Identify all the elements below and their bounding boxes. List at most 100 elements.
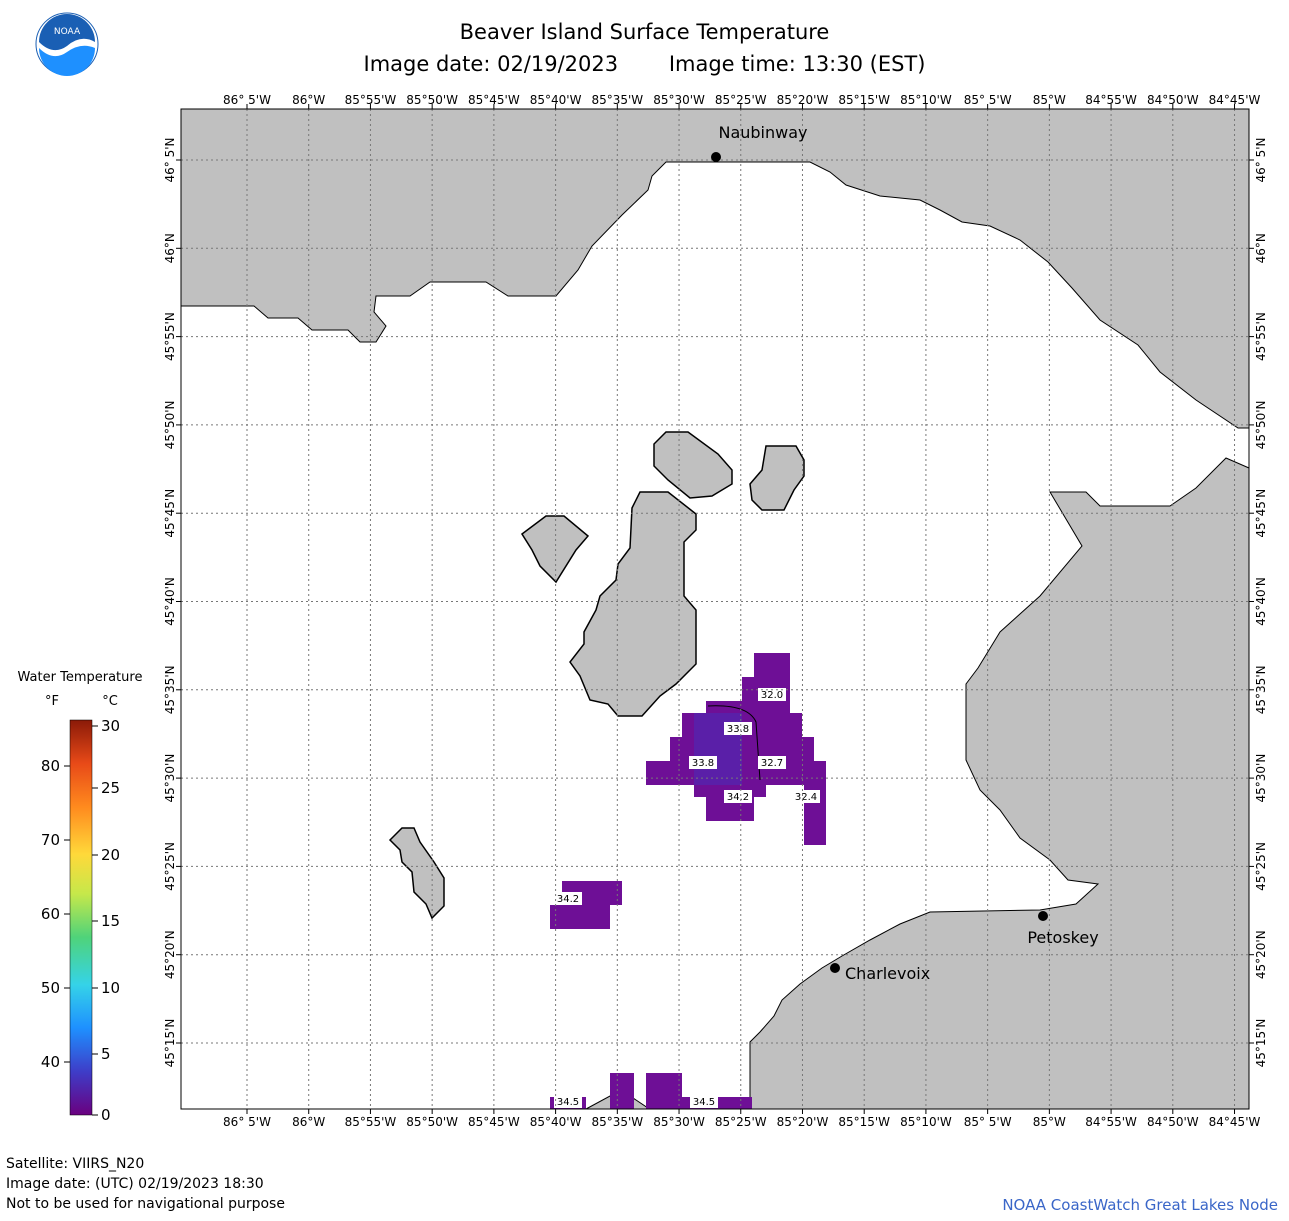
disclaimer: Not to be used for navigational purpose (6, 1196, 285, 1212)
lon-tick-label: 84°55'W (1085, 93, 1137, 107)
hog-island (749, 445, 805, 511)
lon-tick-label: 85°W (1033, 93, 1066, 107)
svg-text:32.4: 32.4 (795, 792, 817, 803)
legend-f-tick: 40 (41, 1053, 60, 1071)
places: Naubinway Charlevoix Petoskey (711, 123, 1099, 983)
svg-text:33.8: 33.8 (692, 758, 714, 769)
lat-tick-label: 45°35'N (163, 665, 177, 714)
temp-labels: 32.0 33.8 33.8 32.7 34.2 32.4 34.2 34.5 … (554, 688, 820, 1108)
lon-tick-label: 86° 5'W (223, 93, 271, 107)
lon-tick-label: 85°20'W (777, 1115, 829, 1129)
lat-tick-label: 45°55'N (1254, 312, 1268, 361)
lon-tick-label: 85°55'W (345, 93, 397, 107)
lon-tick-label: 85°10'W (900, 93, 952, 107)
lon-tick-label: 85°W (1033, 1115, 1066, 1129)
beaver-island (569, 491, 697, 717)
lon-tick-label: 85°55'W (345, 1115, 397, 1129)
lon-tick-label: 86°W (292, 1115, 325, 1129)
svg-text:Naubinway: Naubinway (718, 123, 807, 142)
lat-tick-label: 45°30'N (1254, 754, 1268, 803)
lon-tick-label: 85°50'W (406, 1115, 458, 1129)
map-title: Beaver Island Surface Temperature (459, 20, 830, 44)
lon-tick-label: 85°45'W (468, 1115, 520, 1129)
utc-date: Image date: (UTC) 02/19/2023 18:30 (6, 1176, 264, 1192)
temp-label: 32.4 (792, 790, 820, 803)
svg-text:Petoskey: Petoskey (1027, 928, 1098, 947)
temp-label: 34.5 (690, 1095, 718, 1108)
svg-text:34.2: 34.2 (727, 792, 749, 803)
noaa-logo-icon: NOAA (35, 12, 99, 76)
legend-c-tick: 10 (101, 979, 120, 997)
legend-c-tick: 5 (101, 1045, 111, 1063)
temp-label: 34.5 (554, 1095, 582, 1108)
legend-c-tick: 15 (101, 912, 120, 930)
lat-tick-label: 46° 5'N (1254, 138, 1268, 183)
lat-tick-label: 45°40'N (1254, 577, 1268, 626)
legend-c-tick: 0 (101, 1106, 111, 1124)
svg-text:34.5: 34.5 (557, 1097, 579, 1108)
lon-tick-label: 84°50'W (1147, 1115, 1199, 1129)
high-island (520, 515, 590, 584)
image-date: Image date: 02/19/2023 (363, 52, 619, 76)
lon-tick-label: 85°40'W (530, 93, 582, 107)
lon-tick-label: 85° 5'W (964, 93, 1012, 107)
legend-f-tick: 60 (41, 905, 60, 923)
lat-tick-label: 45°45'N (1254, 489, 1268, 538)
lat-tick-label: 45°20'N (1254, 930, 1268, 979)
lon-tick-label: 85°40'W (530, 1115, 582, 1129)
lon-tick-label: 86°W (292, 93, 325, 107)
lat-tick-label: 46°N (1254, 233, 1268, 263)
legend-c-tick: 30 (101, 717, 120, 735)
lon-tick-label: 85°15'W (838, 1115, 890, 1129)
svg-text:34.5: 34.5 (693, 1097, 715, 1108)
lon-tick-label: 85°30'W (653, 93, 705, 107)
lat-tick-label: 45°25'N (1254, 842, 1268, 891)
lon-tick-label: 85°25'W (715, 93, 767, 107)
place-naubinway: Naubinway (711, 123, 808, 162)
lat-tick-label: 45°50'N (1254, 400, 1268, 449)
lon-tick-label: 85°15'W (838, 93, 890, 107)
lat-tick-label: 45°15'N (1254, 1019, 1268, 1068)
legend-unit-c: °C (102, 694, 118, 709)
place-charlevoix: Charlevoix (830, 963, 930, 983)
lon-tick-label: 85°25'W (715, 1115, 767, 1129)
lat-tick-label: 45°15'N (163, 1019, 177, 1068)
map-area (180, 108, 1250, 1110)
lat-tick-label: 46°N (163, 233, 177, 263)
lon-tick-label: 85°45'W (468, 93, 520, 107)
lat-tick-label: 45°45'N (163, 489, 177, 538)
lon-tick-label: 84°45'W (1209, 1115, 1261, 1129)
temp-label: 32.0 (758, 688, 786, 701)
legend-f-tick: 70 (41, 831, 60, 849)
lon-tick-label: 86° 5'W (223, 1115, 271, 1129)
legend-colorbar (69, 719, 93, 1116)
land-north-shore (180, 108, 1250, 429)
svg-text:32.7: 32.7 (761, 758, 783, 769)
legend-f-tick: 50 (41, 979, 60, 997)
latitude-labels: 46° 5'N 46° 5'N 46°N 46°N 45°55'N 45°55'N 45°5… (163, 138, 1268, 1068)
legend-unit-f: °F (45, 694, 59, 709)
lon-tick-label: 85° 5'W (964, 1115, 1012, 1129)
lon-tick-label: 85°35'W (591, 93, 643, 107)
svg-text:34.2: 34.2 (557, 894, 579, 905)
lon-tick-label: 85°20'W (777, 93, 829, 107)
svg-text:32.0: 32.0 (761, 690, 783, 701)
legend-f-tick: 80 (41, 757, 60, 775)
land-lower-peninsula (749, 457, 1250, 1110)
temp-label: 34.2 (724, 790, 752, 803)
image-datetime: Image date: 02/19/2023 Image time: 13:30… (0, 52, 1289, 76)
svg-text:NOAA: NOAA (54, 27, 81, 37)
lon-tick-label: 84°45'W (1209, 93, 1261, 107)
lat-tick-label: 45°20'N (163, 930, 177, 979)
temp-label: 32.7 (758, 756, 786, 769)
fox-island (388, 827, 445, 920)
legend-c-tick: 20 (101, 846, 120, 864)
lat-tick-label: 45°35'N (1254, 665, 1268, 714)
lat-tick-label: 45°55'N (163, 312, 177, 361)
graticule (181, 109, 1249, 1109)
svg-text:33.8: 33.8 (727, 724, 749, 735)
lat-tick-label: 45°40'N (163, 577, 177, 626)
lon-tick-label: 85°30'W (653, 1115, 705, 1129)
legend-c-tick: 25 (101, 779, 120, 797)
